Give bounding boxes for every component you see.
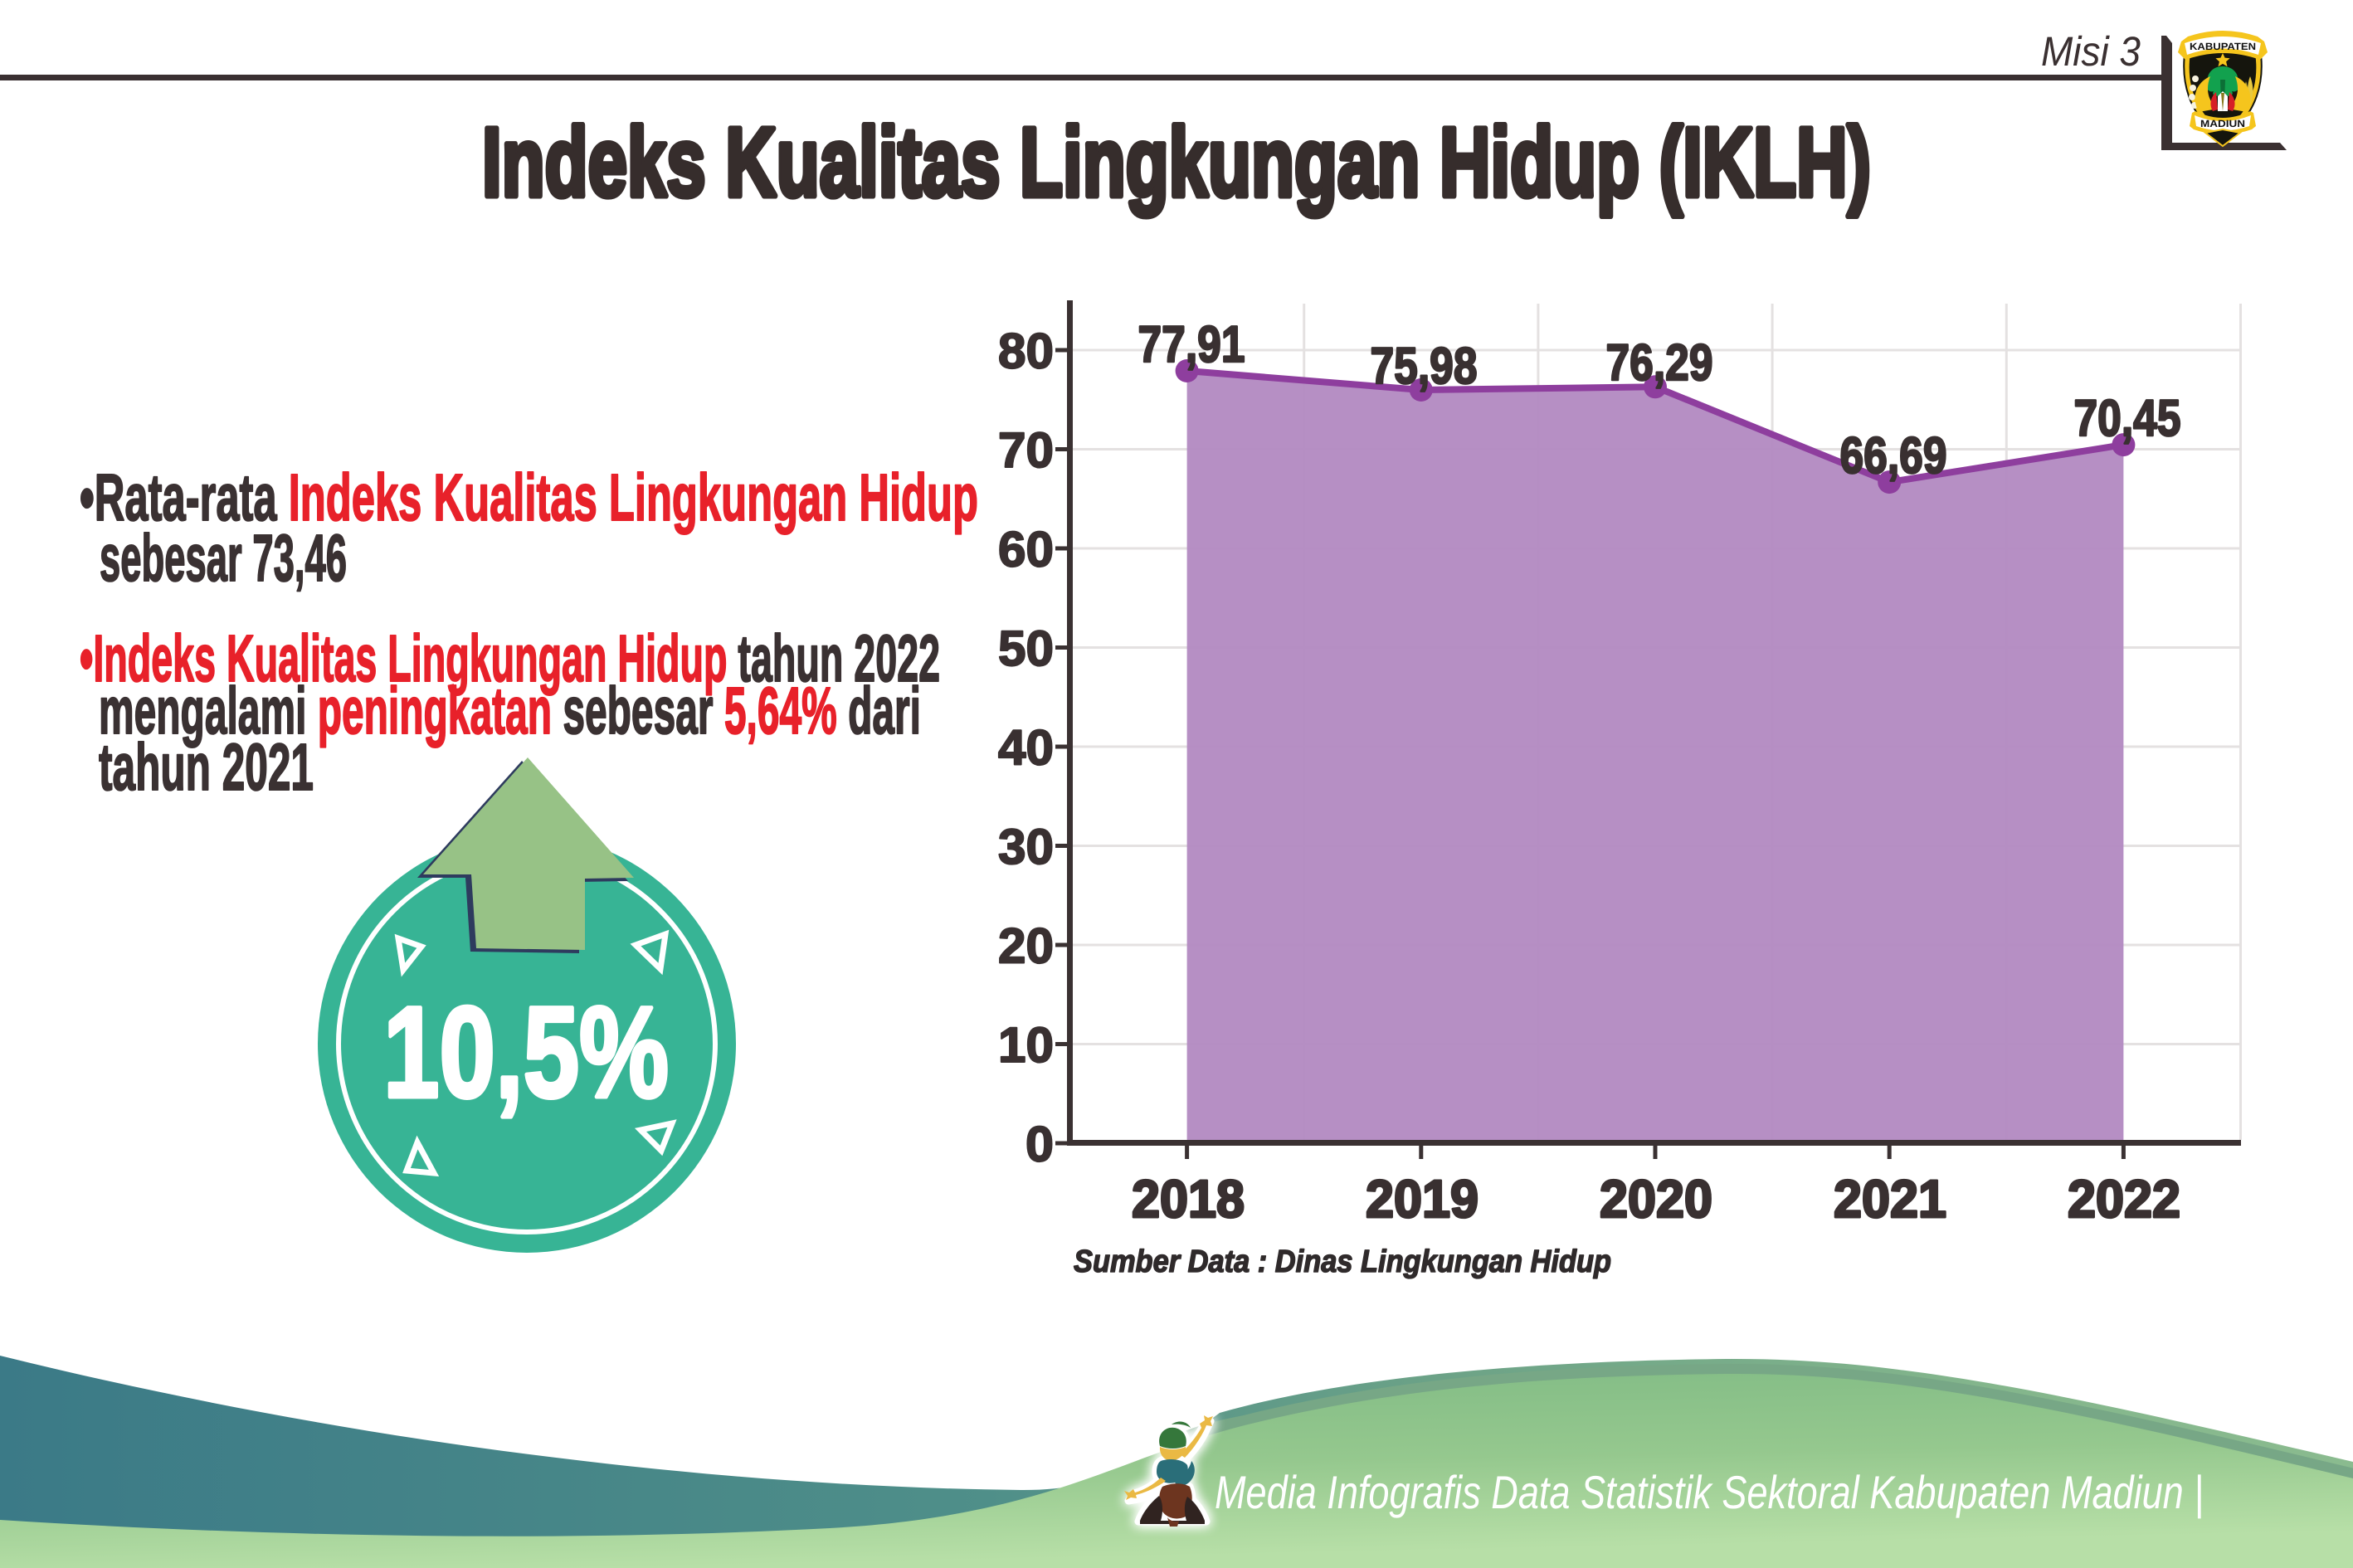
svg-text:66,69: 66,69: [1840, 427, 1947, 485]
svg-text:20: 20: [998, 918, 1054, 974]
svg-text:0: 0: [1025, 1117, 1054, 1172]
svg-text:60: 60: [998, 522, 1054, 577]
svg-text:10,5%: 10,5%: [383, 981, 669, 1125]
svg-text:mengalami peningkatan sebesar: mengalami peningkatan sebesar 5,64% dari: [99, 674, 921, 747]
svg-text:Misi 3: Misi 3: [2041, 28, 2141, 75]
svg-text:sebesar 73,46: sebesar 73,46: [100, 521, 347, 595]
svg-text:80: 80: [998, 324, 1054, 379]
svg-text:Media Infografis Data Statisti: Media Infografis Data Statistik Sektoral…: [1215, 1466, 2204, 1519]
svg-text:2019: 2019: [1366, 1169, 1479, 1229]
svg-text:•Rata-rata Indeks Kualitas Lin: •Rata-rata Indeks Kualitas Lingkungan Hi…: [80, 460, 978, 534]
svg-text:2022: 2022: [2068, 1169, 2180, 1229]
svg-text:10: 10: [998, 1017, 1054, 1073]
svg-text:MADIUN: MADIUN: [2200, 118, 2245, 129]
svg-text:76,29: 76,29: [1606, 334, 1713, 392]
svg-text:Indeks Kualitas Lingkungan Hid: Indeks Kualitas Lingkungan Hidup (IKLH): [482, 108, 1871, 217]
svg-text:77,91: 77,91: [1138, 316, 1245, 373]
svg-text:2018: 2018: [1132, 1169, 1245, 1229]
svg-text:2020: 2020: [1600, 1169, 1712, 1229]
svg-text:2021: 2021: [1834, 1169, 1946, 1229]
svg-text:30: 30: [998, 819, 1054, 874]
svg-text:70,45: 70,45: [2074, 390, 2181, 447]
svg-text:70: 70: [998, 422, 1054, 478]
svg-text:50: 50: [998, 621, 1054, 676]
svg-text:40: 40: [998, 720, 1054, 776]
svg-text:KABUPATEN: KABUPATEN: [2190, 41, 2256, 52]
svg-text:Sumber Data : Dinas Lingkungan: Sumber Data : Dinas Lingkungan Hidup: [1074, 1244, 1611, 1279]
svg-text:tahun 2021: tahun 2021: [99, 730, 314, 804]
svg-text:•Indeks Kualitas Lingkungan Hi: •Indeks Kualitas Lingkungan Hidup tahun …: [80, 621, 940, 695]
svg-text:75,98: 75,98: [1371, 338, 1478, 395]
